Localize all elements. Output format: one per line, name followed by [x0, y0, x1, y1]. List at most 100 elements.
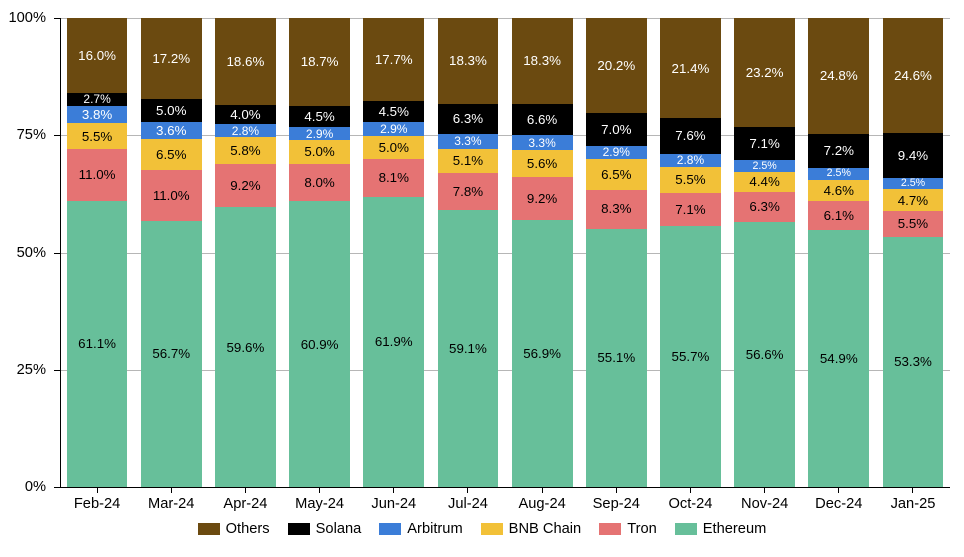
segment-others: 24.8%: [808, 18, 869, 134]
segment-label: 4.7%: [898, 194, 928, 207]
segment-label: 55.1%: [597, 351, 635, 364]
segment-label: 4.5%: [304, 110, 334, 123]
legend-swatch: [379, 523, 401, 535]
segment-solana: 4.5%: [289, 106, 350, 127]
segment-arbitrum: 2.8%: [660, 154, 721, 167]
segment-arbitrum: 2.9%: [586, 146, 647, 160]
segment-tron: 9.2%: [512, 177, 573, 220]
segment-label: 7.1%: [675, 203, 705, 216]
segment-label: 56.7%: [152, 347, 190, 360]
x-tick: Jul-24: [431, 487, 505, 513]
segment-ethereum: 56.7%: [141, 221, 202, 487]
segment-bnb-chain: 5.6%: [512, 150, 573, 176]
x-tick-label: Oct-24: [668, 496, 712, 512]
segment-label: 18.3%: [523, 54, 561, 67]
x-tick: Mar-24: [134, 487, 208, 513]
segment-label: 53.3%: [894, 355, 932, 368]
legend-item-ethereum: Ethereum: [675, 521, 767, 537]
segment-label: 2.7%: [83, 93, 110, 105]
segment-others: 18.6%: [215, 18, 276, 105]
segment-label: 3.3%: [454, 135, 481, 147]
segment-ethereum: 61.9%: [363, 197, 424, 487]
segment-label: 6.3%: [749, 200, 779, 213]
segment-arbitrum: 2.9%: [289, 127, 350, 141]
x-tick-mark: [690, 487, 691, 493]
segment-label: 4.6%: [824, 184, 854, 197]
bar: 56.6% 6.3% 4.4%2.5% 7.1% 23.2%: [734, 18, 795, 487]
segment-label: 5.5%: [675, 173, 705, 186]
segment-solana: 6.3%: [438, 104, 499, 134]
bars-container: 61.1% 11.0% 5.5% 3.8% 2.7%16.0%56.7% 11.0%6.5…: [60, 18, 950, 487]
segment-tron: 8.3%: [586, 190, 647, 229]
segment-bnb-chain: 5.0%: [289, 140, 350, 163]
y-tick-label: 75%: [17, 127, 52, 143]
bar: 59.6%9.2%5.8%2.8%4.0%18.6%: [215, 18, 276, 487]
segment-arbitrum: 2.5%: [734, 160, 795, 172]
segment-solana: 4.0%: [215, 105, 276, 124]
segment-solana: 7.1%: [734, 127, 795, 160]
segment-solana: 4.5%: [363, 101, 424, 122]
segment-label: 5.8%: [230, 144, 260, 157]
segment-others: 20.2%: [586, 18, 647, 113]
segment-label: 3.8%: [82, 108, 112, 121]
y-tick-label: 0%: [25, 479, 52, 495]
x-tick-mark: [319, 487, 320, 493]
segment-solana: 7.6%: [660, 118, 721, 154]
x-tick-label: Jul-24: [448, 496, 488, 512]
segment-label: 24.6%: [894, 69, 932, 82]
legend-label: Others: [226, 521, 270, 537]
x-tick-mark: [97, 487, 98, 493]
segment-bnb-chain: 4.7%: [883, 189, 944, 211]
segment-tron: 7.1%: [660, 193, 721, 226]
segment-label: 5.0%: [156, 104, 186, 117]
segment-arbitrum: 2.8%: [215, 124, 276, 137]
segment-label: 21.4%: [672, 62, 710, 75]
segment-label: 18.7%: [301, 55, 339, 68]
segment-label: 56.6%: [746, 348, 784, 361]
segment-bnb-chain: 4.6%: [808, 180, 869, 202]
segment-label: 3.6%: [156, 124, 186, 137]
x-tick: Jan-25: [876, 487, 950, 513]
segment-arbitrum: 3.3%: [438, 134, 499, 149]
segment-tron: 9.2%: [215, 164, 276, 207]
bar: 60.9%8.0%5.0%2.9%4.5%18.7%: [289, 18, 350, 487]
segment-label: 59.1%: [449, 342, 487, 355]
segment-bnb-chain: 4.4%: [734, 172, 795, 193]
legend-swatch: [599, 523, 621, 535]
segment-others: 16.0%: [67, 18, 128, 93]
segment-label: 6.5%: [601, 168, 631, 181]
segment-label: 8.1%: [379, 171, 409, 184]
segment-solana: 2.7%: [67, 93, 128, 106]
bar: 56.9%9.2%5.6%3.3%6.6%18.3%: [512, 18, 573, 487]
x-tick-label: Sep-24: [593, 496, 640, 512]
bar: 56.7% 11.0%6.5% 3.6% 5.0% 17.2%: [141, 18, 202, 487]
x-tick-label: Feb-24: [74, 496, 120, 512]
segment-bnb-chain: 6.5%: [141, 139, 202, 169]
segment-label: 2.9%: [306, 128, 333, 140]
segment-tron: 11.0%: [141, 170, 202, 222]
bar-slot: 60.9%8.0%5.0%2.9%4.5%18.7%: [283, 18, 357, 487]
segment-tron: 6.3%: [734, 192, 795, 222]
segment-label: 7.8%: [453, 185, 483, 198]
segment-tron: 5.5%: [883, 211, 944, 237]
segment-ethereum: 60.9%: [289, 201, 350, 487]
segment-label: 17.2%: [152, 52, 190, 65]
segment-solana: 7.0%: [586, 113, 647, 146]
segment-label: 2.9%: [380, 123, 407, 135]
bar: 55.1% 8.3% 6.5% 2.9%7.0%20.2%: [586, 18, 647, 487]
x-tick: May-24: [283, 487, 357, 513]
legend-item-others: Others: [198, 521, 270, 537]
segment-label: 24.8%: [820, 69, 858, 82]
y-tick-label: 50%: [17, 245, 52, 261]
segment-solana: 6.6%: [512, 104, 573, 135]
segment-label: 61.1%: [78, 337, 116, 350]
segment-label: 5.0%: [304, 145, 334, 158]
segment-bnb-chain: 5.8%: [215, 137, 276, 164]
segment-label: 6.3%: [453, 112, 483, 125]
segment-label: 7.1%: [749, 137, 779, 150]
bar: 61.9%8.1%5.0%2.9%4.5%17.7%: [363, 18, 424, 487]
segment-others: 18.3%: [512, 18, 573, 104]
segment-ethereum: 53.3%: [883, 237, 944, 487]
x-tick-mark: [245, 487, 246, 493]
segment-others: 23.2%: [734, 18, 795, 127]
